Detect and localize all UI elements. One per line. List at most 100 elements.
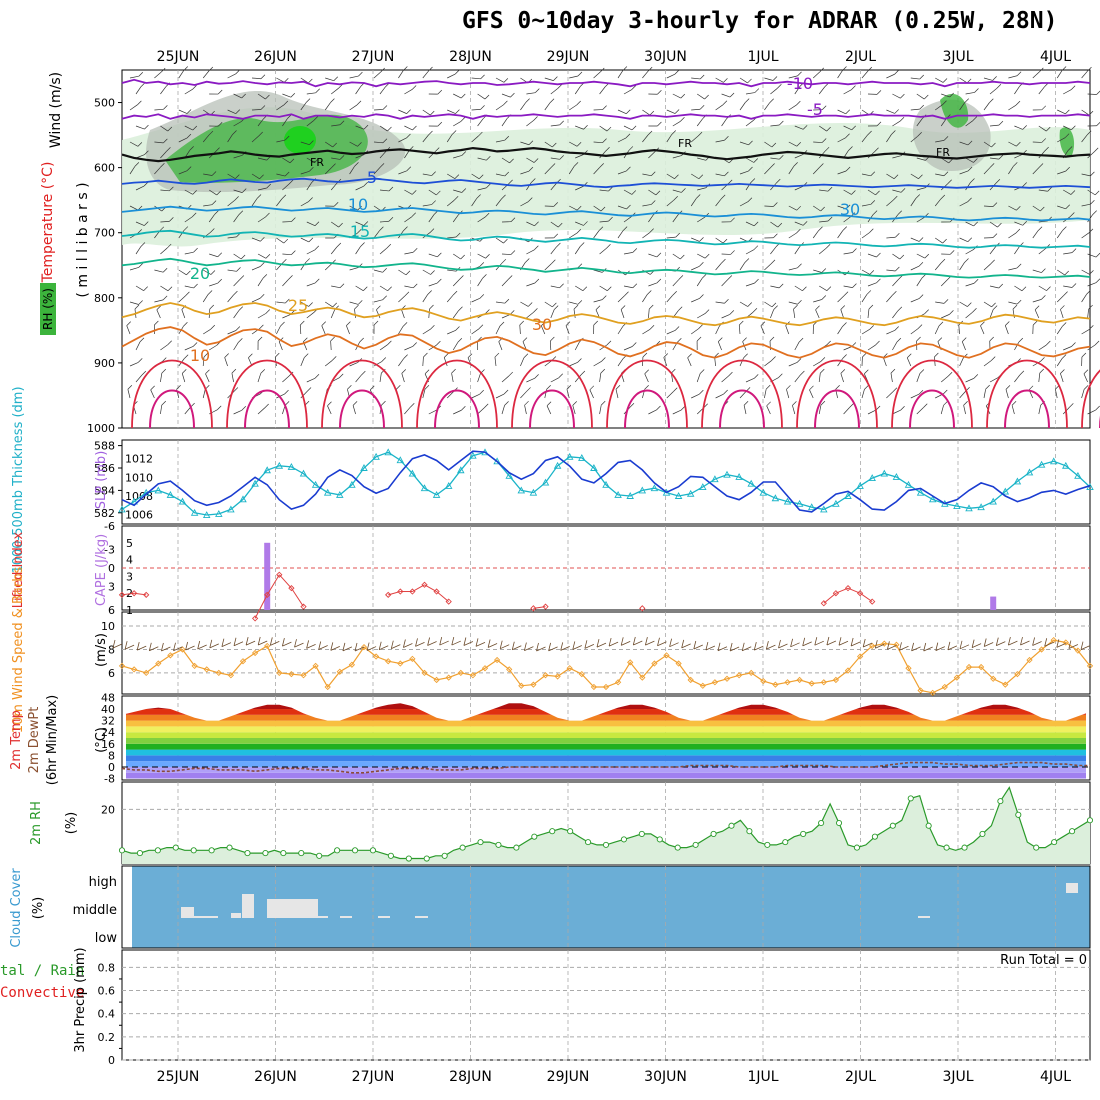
thickness-point bbox=[735, 473, 743, 480]
rh-legend-swatch bbox=[40, 283, 56, 335]
isotherm-35 bbox=[131, 359, 213, 429]
thickness-point bbox=[251, 479, 259, 487]
cloud-block bbox=[340, 916, 352, 918]
precip-tick-label: 0 bbox=[108, 1054, 115, 1067]
rh-point bbox=[136, 850, 143, 857]
thickness-point bbox=[1013, 477, 1022, 485]
cloud-block bbox=[318, 916, 328, 918]
precip-tick-label: 0.2 bbox=[98, 1031, 116, 1044]
thickness-point bbox=[469, 451, 477, 459]
thickness-point bbox=[856, 481, 864, 489]
thickness-tick-label: 584 bbox=[94, 484, 115, 497]
thickness-point bbox=[154, 486, 163, 494]
wind-speed-point bbox=[130, 666, 138, 673]
wind-speed-point bbox=[881, 640, 888, 647]
rh-shading bbox=[122, 90, 1090, 247]
wind-speed-point bbox=[651, 660, 658, 667]
temp-tick-label: 16 bbox=[101, 738, 115, 751]
isotherm-label: -10 bbox=[787, 74, 813, 93]
temp-band bbox=[126, 772, 1086, 779]
wind-barbs bbox=[112, 636, 1091, 652]
wind-speed-point bbox=[1026, 656, 1033, 664]
li-point bbox=[856, 590, 864, 597]
wind-speed-point bbox=[772, 681, 779, 688]
thickness-point bbox=[372, 452, 380, 460]
li-segment bbox=[533, 606, 546, 609]
temp-tick-label: 0 bbox=[108, 761, 115, 774]
cape-tick-label: 5 bbox=[126, 537, 133, 550]
rh-point bbox=[764, 841, 771, 848]
isotherm-25 bbox=[121, 302, 1091, 327]
panel-frame-precip bbox=[121, 949, 1091, 1061]
thickness-point bbox=[674, 492, 683, 499]
wind-speed-point bbox=[856, 653, 864, 660]
wind-speed-point bbox=[1074, 647, 1082, 654]
panel-frame-upper bbox=[121, 69, 1091, 429]
wind-speed-point bbox=[251, 649, 259, 657]
li-point bbox=[844, 585, 852, 592]
temp-band bbox=[126, 755, 1086, 762]
wind-speed-point bbox=[602, 683, 610, 691]
thickness-point bbox=[1025, 468, 1034, 476]
slp-tick-label: 1012 bbox=[125, 453, 153, 466]
thickness-point bbox=[384, 448, 392, 456]
date-label-bottom: 25JUN bbox=[157, 1069, 200, 1085]
wind-speed-point bbox=[687, 676, 694, 684]
wind-speed-point bbox=[421, 669, 428, 677]
date-label-bottom: 1JUL bbox=[747, 1069, 778, 1085]
cloud-block bbox=[231, 913, 241, 918]
isotherm-label: 30 bbox=[840, 200, 860, 219]
rh-point bbox=[441, 852, 448, 859]
rh-point bbox=[638, 830, 645, 837]
wind-speed-point bbox=[203, 666, 210, 673]
axis-label-cloud-unit: (%) bbox=[31, 897, 46, 920]
panel-frame-cloud bbox=[121, 865, 1091, 949]
temp-tick-label: 24 bbox=[101, 726, 115, 739]
thickness-point bbox=[868, 474, 876, 482]
isotherm-35 bbox=[891, 359, 973, 429]
wind-speed-point bbox=[941, 683, 948, 691]
thickness-tick-label: 586 bbox=[94, 462, 115, 475]
wind-speed-point bbox=[929, 689, 936, 696]
wind-speed-point bbox=[433, 676, 440, 684]
wind-speed-point bbox=[336, 668, 343, 675]
wind-speed-point bbox=[288, 670, 295, 678]
thickness-point bbox=[1049, 457, 1058, 465]
wind-speed-point bbox=[699, 682, 706, 689]
rh-point bbox=[674, 844, 681, 851]
thickness-point bbox=[323, 488, 332, 496]
wind-speed-point bbox=[239, 658, 247, 665]
li-tick-label: 6 bbox=[108, 604, 115, 617]
wind-speed-point bbox=[578, 670, 585, 678]
cloud-block bbox=[1066, 883, 1078, 893]
date-label-bottom: 28JUN bbox=[449, 1069, 492, 1085]
isotherm-20 bbox=[121, 257, 1091, 279]
thickness-point bbox=[711, 475, 719, 483]
temp-band bbox=[126, 714, 1086, 721]
li-segment bbox=[266, 574, 280, 596]
isotherm--10 bbox=[121, 78, 1091, 88]
rh-point bbox=[943, 844, 950, 851]
rh-point bbox=[979, 830, 986, 837]
thickness-point bbox=[239, 495, 247, 503]
rh-point bbox=[800, 830, 807, 837]
date-label-bottom: 2JUL bbox=[845, 1069, 876, 1085]
temp-band bbox=[126, 732, 1086, 738]
rh-point bbox=[889, 822, 896, 829]
cape-tick-label: 4 bbox=[126, 554, 133, 567]
rh-point bbox=[280, 850, 287, 857]
wind-speed-point bbox=[748, 669, 755, 677]
rh-tick-label: 20 bbox=[101, 803, 115, 816]
thickness-point bbox=[1074, 471, 1082, 479]
temp-band bbox=[126, 749, 1086, 756]
wind-speed-point bbox=[191, 662, 198, 670]
wind-speed-point bbox=[893, 641, 900, 648]
rh-point bbox=[997, 798, 1004, 805]
thickness-point bbox=[892, 473, 901, 480]
isotherm-label: 10 bbox=[348, 195, 368, 214]
rh-point bbox=[656, 836, 663, 843]
thickness-point bbox=[953, 502, 961, 510]
wind-speed-point bbox=[675, 660, 682, 667]
axis-label-cape: CAPE (J/kg) bbox=[94, 534, 109, 606]
thickness-point bbox=[578, 453, 586, 461]
